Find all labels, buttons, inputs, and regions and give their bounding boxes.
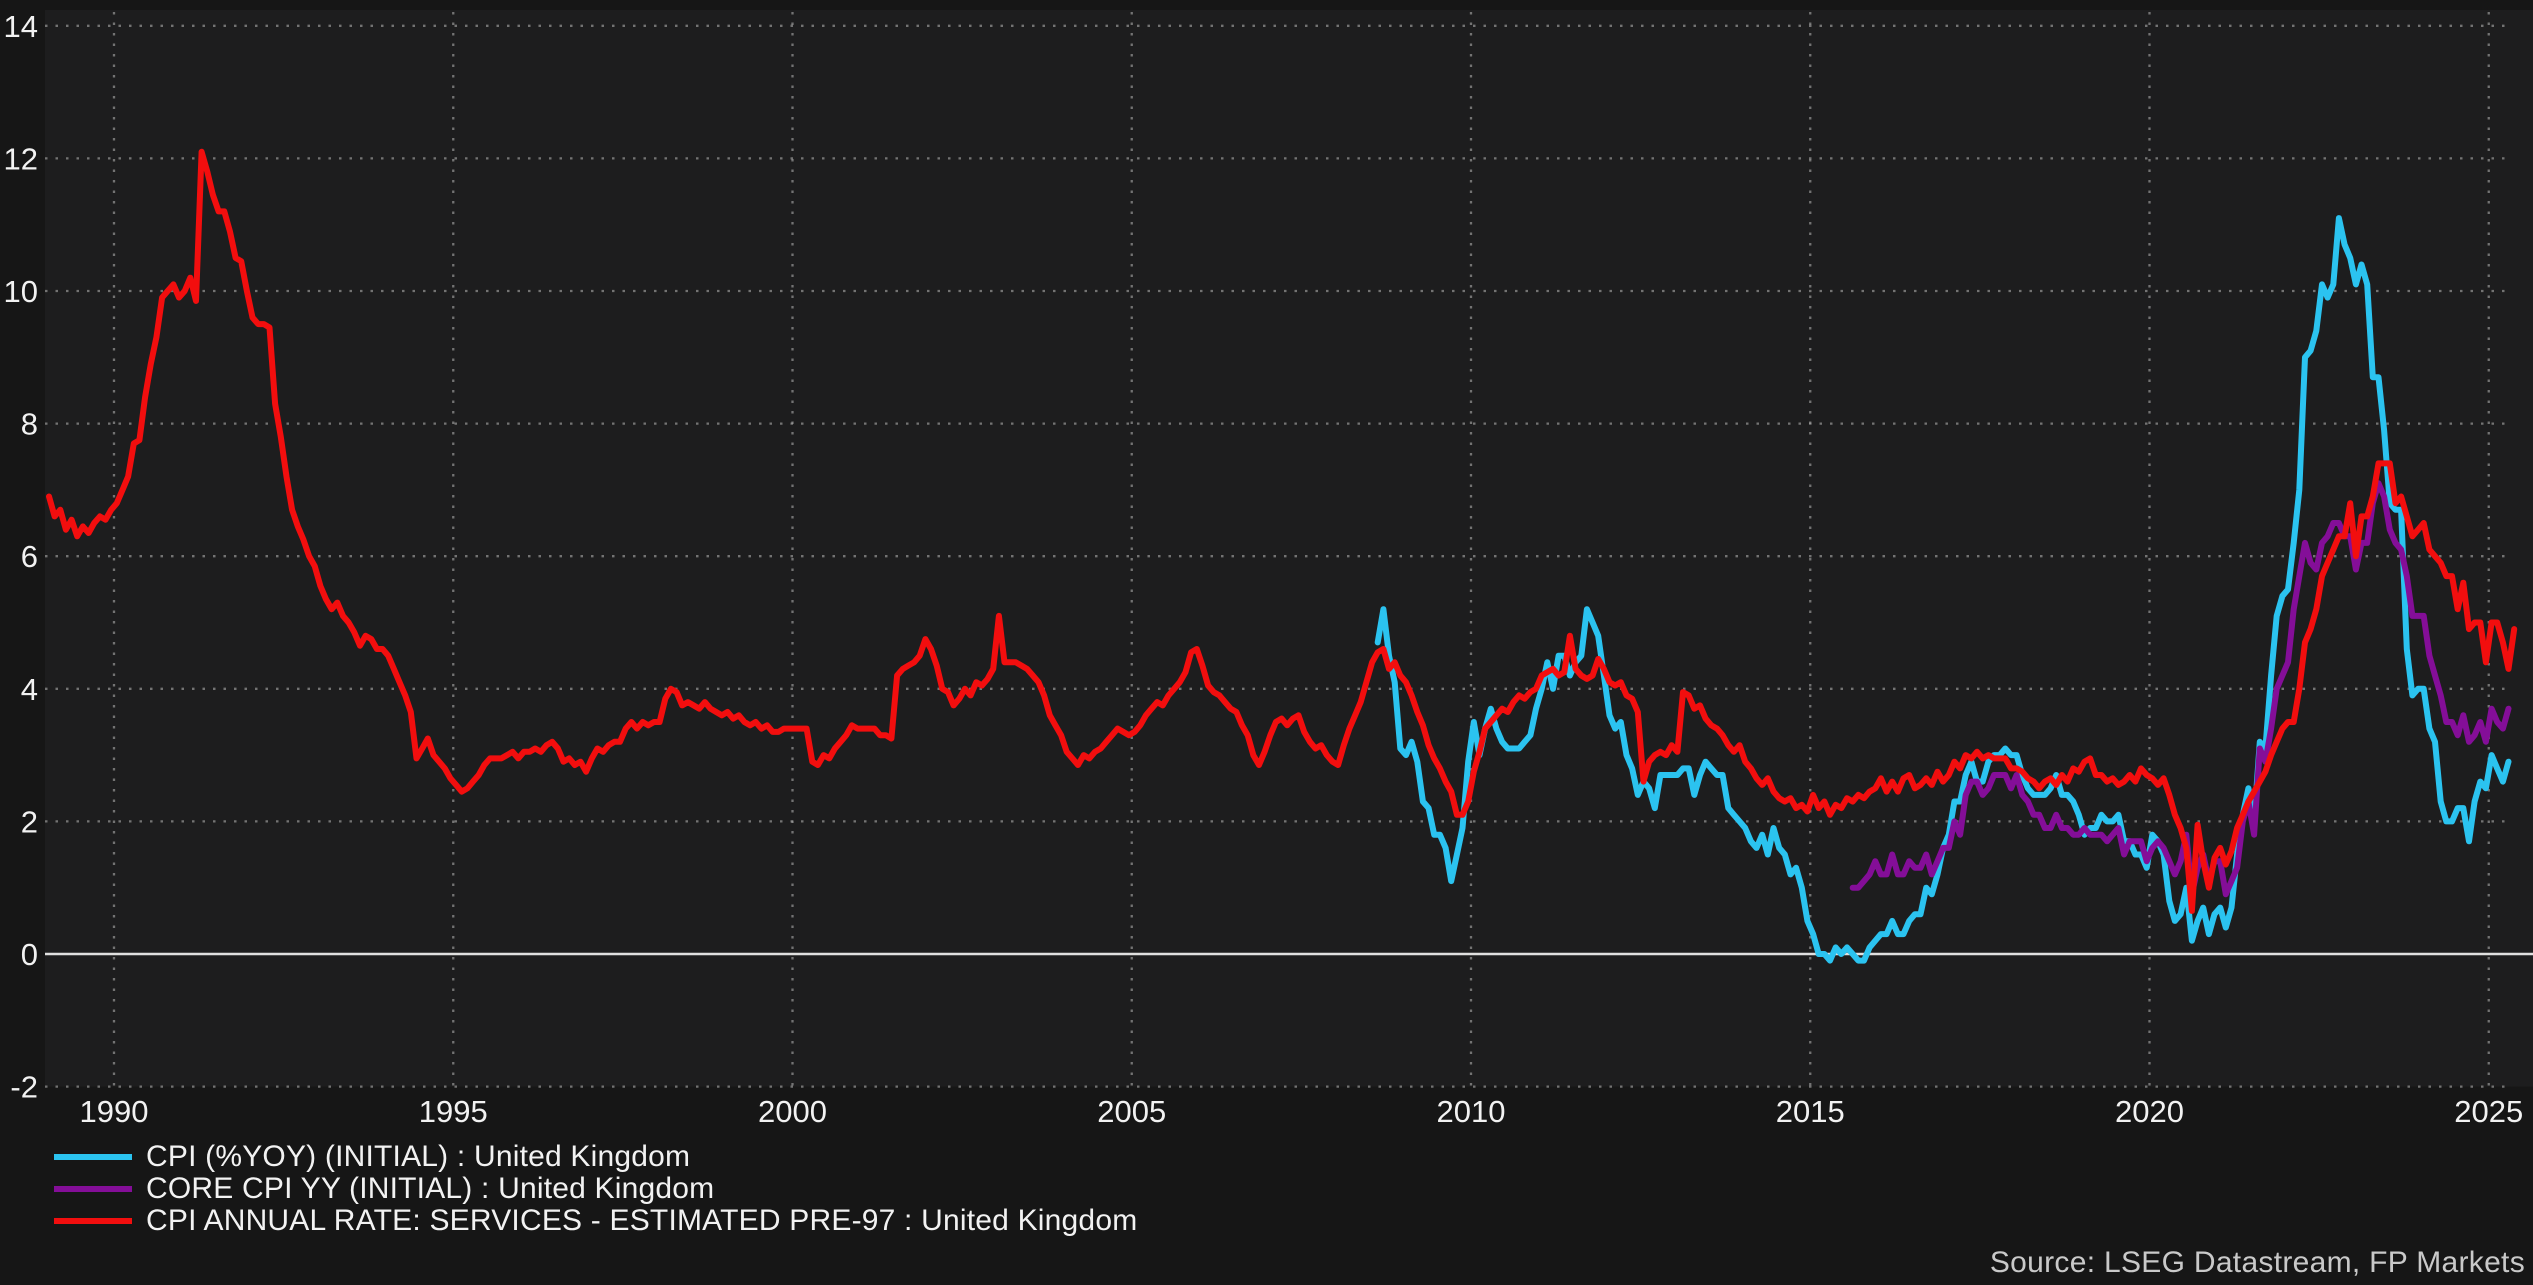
legend-label-core-cpi: CORE CPI YY (INITIAL) : United Kingdom bbox=[146, 1172, 715, 1205]
y-tick-label-12: 12 bbox=[4, 141, 38, 176]
core-cpi-line-swatch bbox=[54, 1186, 132, 1192]
legend: CPI (%YOY) (INITIAL) : United Kingdom CO… bbox=[54, 1140, 1138, 1237]
cpi-line-swatch bbox=[54, 1154, 132, 1160]
legend-row-cpi: CPI (%YOY) (INITIAL) : United Kingdom bbox=[54, 1140, 1137, 1173]
x-tick-label-2025: 2025 bbox=[2454, 1094, 2523, 1129]
y-tick-label-0: 0 bbox=[21, 937, 38, 972]
legend-label-cpi: CPI (%YOY) (INITIAL) : United Kingdom bbox=[146, 1140, 691, 1173]
y-tick-label-14: 14 bbox=[4, 9, 38, 44]
y-tick-label-2: 2 bbox=[21, 804, 38, 839]
legend-row-core-cpi: CORE CPI YY (INITIAL) : United Kingdom bbox=[54, 1172, 1137, 1205]
y-tick-label--2: -2 bbox=[10, 1070, 38, 1105]
legend-row-cpi-services: CPI ANNUAL RATE: SERVICES - ESTIMATED PR… bbox=[54, 1204, 1138, 1237]
x-tick-label-2010: 2010 bbox=[1437, 1094, 1506, 1129]
x-tick-label-2015: 2015 bbox=[1776, 1094, 1845, 1129]
y-tick-label-10: 10 bbox=[4, 274, 38, 309]
cpi-services-line-swatch bbox=[54, 1218, 132, 1224]
y-tick-label-6: 6 bbox=[21, 539, 38, 574]
legend-label-cpi-services: CPI ANNUAL RATE: SERVICES - ESTIMATED PR… bbox=[146, 1204, 1138, 1237]
y-tick-label-8: 8 bbox=[21, 407, 38, 442]
y-tick-label-4: 4 bbox=[21, 672, 38, 707]
series-line-2 bbox=[46, 148, 2518, 914]
plot-area bbox=[45, 10, 2533, 1087]
series-line-1 bbox=[1849, 480, 2512, 898]
x-tick-label-1990: 1990 bbox=[80, 1094, 149, 1129]
x-tick-label-1995: 1995 bbox=[419, 1094, 488, 1129]
x-tick-label-2020: 2020 bbox=[2115, 1094, 2184, 1129]
source-note: Source: LSEG Datastream, FP Markets bbox=[1989, 1246, 2525, 1279]
x-tick-label-2000: 2000 bbox=[758, 1094, 827, 1129]
x-tick-label-2005: 2005 bbox=[1097, 1094, 1166, 1129]
